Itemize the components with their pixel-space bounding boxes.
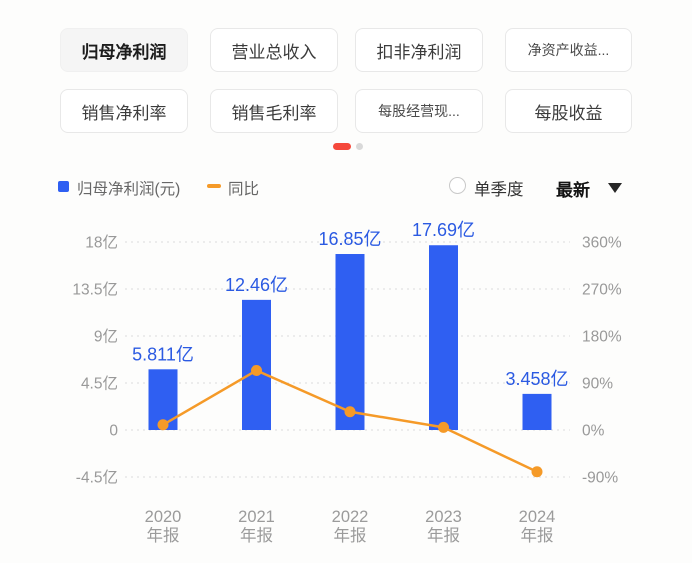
profit-yoy-chart: 18亿 360% 13.5亿 270% 9亿 180% 4.5亿 90% 0 0% -4.5亿 -90… [72,220,622,545]
right-axis-tick: 90% [582,376,613,393]
right-axis-tick: 270% [582,282,622,299]
x-axis-label-year: 2020 [145,508,182,526]
bar-2021[interactable] [242,299,271,430]
bar-2024[interactable] [522,393,552,430]
x-axis-label-period: 年报 [521,526,554,545]
yoy-point-2024[interactable] [531,466,543,478]
tab-deducted-net-profit[interactable]: 扣非净利润 [355,28,483,72]
x-axis-label-period: 年报 [334,526,367,545]
yoy-point-2021[interactable] [251,364,262,376]
bar-series-swatch-icon [58,181,69,192]
bar-series-legend-label: 归母净利润(元) [77,181,181,198]
right-axis-tick: 180% [582,329,622,346]
x-axis-label-year: 2022 [332,508,369,526]
tab-guimu-net-profit[interactable]: 归母净利润 [60,28,188,72]
x-axis-label-year: 2024 [519,508,556,526]
quarterly-radio[interactable] [449,177,466,194]
yoy-point-2022[interactable] [344,406,356,418]
yoy-point-2023[interactable] [438,421,449,433]
right-axis-tick: 0% [582,423,605,440]
x-axis-label-year: 2023 [425,508,462,526]
x-axis-label-year: 2021 [238,508,275,526]
bar-value-label: 3.458亿 [505,369,568,389]
chevron-down-icon[interactable] [608,183,622,193]
bar-value-label: 16.85亿 [318,229,381,249]
bar-2023[interactable] [429,245,458,430]
tab-gross-margin[interactable]: 销售毛利率 [210,89,338,133]
latest-dropdown-label[interactable]: 最新 [556,181,590,200]
right-axis-tick: 360% [582,235,622,252]
left-axis-tick: -4.5亿 [76,469,118,487]
pagination-dot-active[interactable] [333,143,351,150]
x-axis-label-period: 年报 [240,526,273,545]
line-series-legend-label: 同比 [228,181,260,198]
pagination-dot-inactive[interactable] [356,143,363,150]
line-series-swatch-icon [207,184,221,188]
tab-operating-cashflow-per-share[interactable]: 每股经营现... [355,89,483,133]
right-axis-tick: -90% [582,470,618,487]
bar-value-label: 12.46亿 [225,275,288,295]
left-axis-tick: 4.5亿 [81,375,118,393]
bar-value-label: 17.69亿 [412,220,475,240]
tab-total-revenue[interactable]: 营业总收入 [210,28,338,72]
yoy-point-2020[interactable] [157,419,169,431]
left-axis-tick: 18亿 [85,234,118,252]
tab-roe[interactable]: 净资产收益... [505,28,632,72]
left-axis-tick: 13.5亿 [72,281,118,299]
tab-net-profit-margin[interactable]: 销售净利率 [60,89,188,133]
bar-2022[interactable] [335,254,365,430]
x-axis-label-period: 年报 [427,526,460,545]
left-axis-tick: 0 [109,423,118,440]
tab-eps[interactable]: 每股收益 [505,89,632,133]
left-axis-tick: 9亿 [94,328,118,346]
x-axis-label-period: 年报 [147,526,180,545]
quarterly-radio-label[interactable]: 单季度 [474,181,524,199]
bar-value-label: 5.811亿 [132,344,194,364]
